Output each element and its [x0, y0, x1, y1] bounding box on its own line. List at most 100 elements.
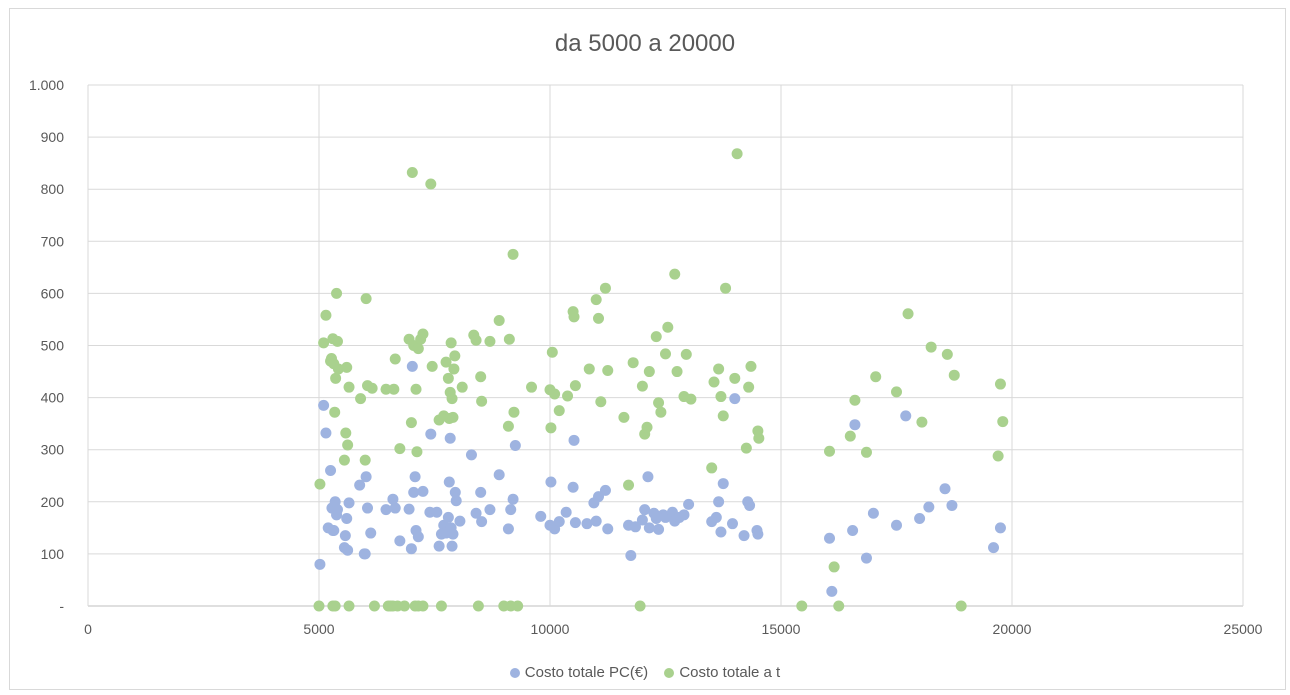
data-point — [365, 527, 377, 539]
data-point — [509, 440, 521, 452]
data-point — [343, 381, 355, 393]
data-point — [405, 417, 417, 429]
data-point — [380, 504, 392, 516]
data-point — [470, 334, 482, 346]
data-point — [433, 540, 445, 552]
data-point — [562, 390, 574, 402]
data-point — [844, 430, 856, 442]
data-point — [435, 600, 447, 612]
data-point — [545, 422, 557, 434]
data-point — [744, 499, 756, 511]
data-point — [354, 479, 366, 491]
data-point — [332, 363, 344, 375]
data-point — [569, 380, 581, 392]
data-point — [849, 394, 861, 406]
data-point — [643, 522, 655, 534]
data-point — [753, 432, 765, 444]
data-point — [948, 369, 960, 381]
data-point — [546, 346, 558, 358]
data-point — [994, 378, 1006, 390]
data-point — [444, 432, 456, 444]
data-point — [923, 501, 935, 513]
data-points — [313, 148, 1009, 612]
data-point — [653, 397, 665, 409]
data-point — [412, 531, 424, 543]
data-point — [988, 542, 1000, 554]
data-point — [476, 516, 488, 528]
data-point — [618, 411, 630, 423]
data-point — [398, 600, 410, 612]
data-point — [320, 309, 332, 321]
data-point — [535, 510, 547, 522]
data-point — [331, 287, 343, 299]
data-point — [338, 454, 350, 466]
data-point — [590, 515, 602, 527]
data-point — [330, 372, 342, 384]
data-point — [683, 498, 695, 510]
y-tick-label: - — [59, 598, 64, 614]
data-point — [671, 366, 683, 378]
data-point — [729, 372, 741, 384]
data-point — [568, 311, 580, 323]
data-point — [342, 544, 354, 556]
data-point — [493, 314, 505, 326]
data-point — [410, 383, 422, 395]
data-point — [425, 178, 437, 190]
data-point — [331, 504, 343, 516]
data-point — [318, 337, 330, 349]
legend-label-series-2: Costo totale a t — [679, 664, 781, 681]
data-point — [941, 348, 953, 360]
data-point — [752, 528, 764, 540]
data-point — [403, 503, 415, 515]
data-point — [939, 483, 951, 495]
data-point — [643, 366, 655, 378]
data-point — [826, 585, 838, 597]
data-point — [860, 552, 872, 564]
data-point — [313, 600, 325, 612]
x-tick-label: 25000 — [1224, 621, 1263, 637]
data-point — [553, 516, 565, 528]
data-point — [314, 478, 326, 490]
data-point — [627, 357, 639, 369]
data-point — [454, 515, 466, 527]
data-point — [502, 420, 514, 432]
data-point — [406, 167, 418, 179]
data-point — [449, 486, 461, 498]
chart-area — [9, 8, 1286, 690]
data-point — [545, 476, 557, 488]
data-point — [341, 512, 353, 524]
data-point — [623, 479, 635, 491]
data-point — [425, 428, 437, 440]
axes: - 100 200 300 400 500 600 700 800 900 1.000 0 5000 10… — [29, 77, 1263, 637]
data-point — [992, 450, 1004, 462]
data-point — [340, 427, 352, 439]
x-tick-label: 5000 — [303, 621, 334, 637]
data-point — [508, 406, 520, 418]
data-point — [443, 476, 455, 488]
data-point — [678, 509, 690, 521]
data-point — [568, 434, 580, 446]
data-point — [660, 348, 671, 360]
data-point — [738, 530, 750, 542]
data-point — [411, 446, 423, 458]
data-point — [715, 526, 727, 538]
data-point — [394, 535, 406, 547]
data-point — [472, 600, 484, 612]
data-point — [512, 600, 524, 612]
data-point — [710, 511, 722, 523]
data-point — [502, 523, 514, 535]
data-point — [891, 519, 902, 531]
data-point — [417, 485, 429, 497]
data-point — [553, 405, 565, 417]
data-point — [997, 416, 1009, 428]
data-point — [342, 439, 354, 451]
data-point — [445, 337, 457, 349]
data-point — [447, 528, 459, 540]
data-point — [902, 308, 914, 320]
data-point — [740, 442, 752, 454]
data-point — [417, 328, 429, 340]
data-point — [339, 530, 351, 542]
x-tick-label: 20000 — [993, 621, 1032, 637]
series-1 — [314, 360, 1006, 597]
y-tick-label: 700 — [41, 233, 65, 249]
